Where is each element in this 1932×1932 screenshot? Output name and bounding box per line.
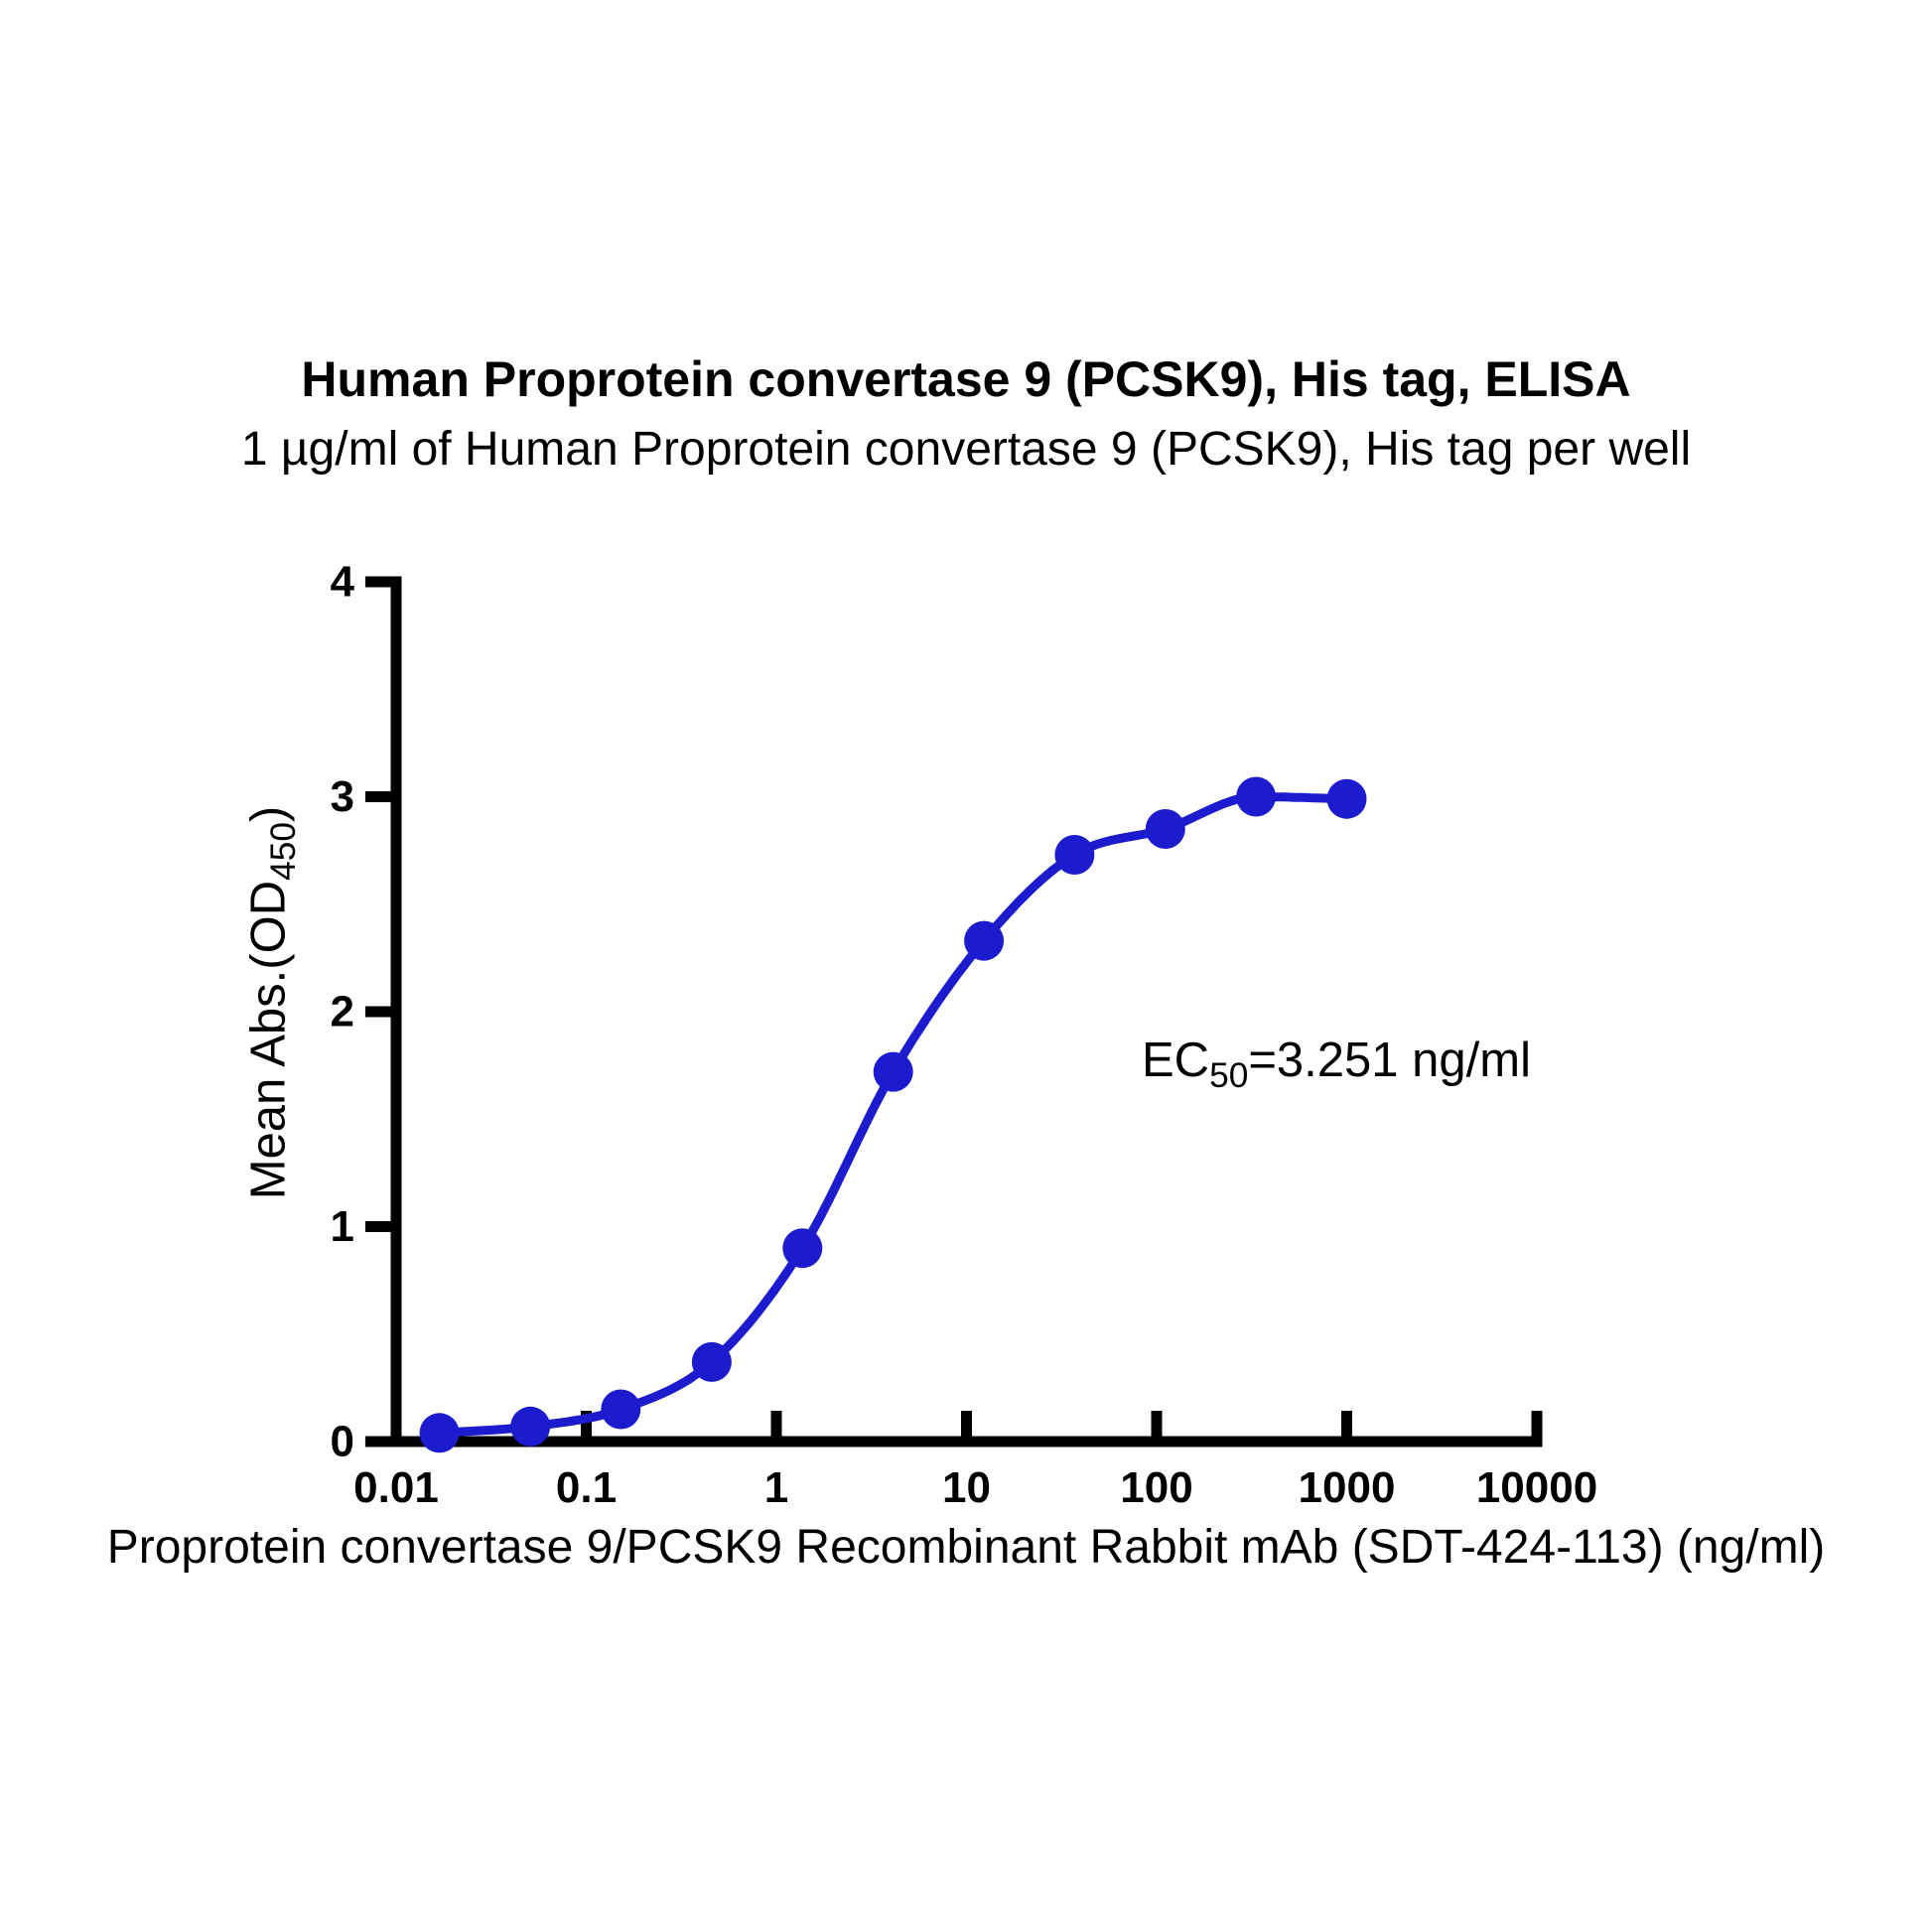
- data-point: [964, 920, 1005, 961]
- y-tick-label: 1: [331, 1202, 354, 1251]
- data-point: [1326, 778, 1367, 819]
- chart-subtitle: 1 µg/ml of Human Proprotein convertase 9…: [240, 423, 1692, 476]
- dose-response-curve: [435, 792, 1351, 1438]
- data-point: [1054, 835, 1095, 875]
- ec50-subscript: 50: [1209, 1055, 1249, 1095]
- y-tick-label: 3: [331, 772, 354, 821]
- y-axis-ticks: 0 1 2 3 4: [331, 558, 396, 1466]
- x-tick-label: 1: [764, 1463, 788, 1512]
- y-tick-label: 2: [331, 988, 354, 1036]
- x-tick-label: 0.1: [556, 1463, 617, 1512]
- x-tick-label: 1000: [1299, 1463, 1396, 1512]
- data-point: [691, 1341, 732, 1382]
- y-tick-label: 4: [331, 558, 355, 607]
- ec50-value: =3.251 ng/ml: [1248, 1034, 1531, 1087]
- data-point: [601, 1389, 641, 1430]
- data-point: [873, 1051, 913, 1092]
- data-point: [1145, 809, 1185, 849]
- ec50-annotation: EC50=3.251 ng/ml: [1142, 1033, 1531, 1093]
- data-series: [419, 776, 1367, 1453]
- x-tick-label: 10000: [1476, 1463, 1597, 1512]
- data-point: [419, 1413, 460, 1453]
- y-tick-label: 0: [331, 1418, 354, 1466]
- data-point: [1236, 776, 1277, 817]
- x-axis-label: Proprotein convertase 9/PCSK9 Recombinan…: [106, 1521, 1826, 1574]
- x-tick-label: 0.01: [353, 1463, 439, 1512]
- ec50-prefix: EC: [1142, 1034, 1210, 1087]
- x-axis-ticks: 0.01 0.1 1 10 100 1000 10000: [353, 1411, 1597, 1512]
- data-point: [510, 1406, 551, 1447]
- x-tick-label: 100: [1120, 1463, 1192, 1512]
- data-point: [782, 1228, 823, 1269]
- chart-title: Human Proprotein convertase 9 (PCSK9), H…: [301, 351, 1631, 407]
- x-tick-label: 10: [942, 1463, 991, 1512]
